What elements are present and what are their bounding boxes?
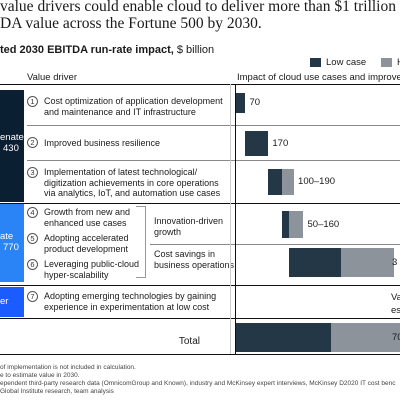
subgroup-cost-line-1: Cost savings in	[154, 249, 216, 259]
subgroup-innovation: Innovation-driven growth	[154, 216, 223, 237]
driver-1-text: Cost optimization of application develop…	[44, 96, 223, 117]
group-rule	[0, 318, 400, 319]
subtitle-bold: ted 2030 EBITDA run-rate impact,	[0, 44, 174, 56]
block-innovate-line-1: ate	[0, 231, 14, 242]
driver-5-number: 5	[27, 233, 38, 244]
bar-low-2	[245, 131, 269, 156]
column-header-driver: Value driver	[27, 72, 77, 83]
chart-title: value drivers could enable cloud to deli…	[0, 0, 400, 32]
footnote-4: Global Institute research, team analysis	[0, 388, 114, 395]
driver-5-line-2: product development	[44, 243, 129, 254]
driver-3-line-2: digitization achievements in core operat…	[44, 177, 219, 188]
bar-high-6	[341, 248, 394, 277]
legend-low-label: Low case	[326, 56, 367, 68]
block-rejuvenate: enate 430	[0, 90, 24, 202]
driver-3-line-3: via analytics, IoT, and automation use c…	[44, 188, 221, 198]
driver-3-number: 3	[27, 167, 38, 178]
value-label-6: 3	[392, 256, 398, 268]
driver-7-line-2: experience in experimentation at low cos…	[44, 301, 210, 312]
block-pioneer-line-1: er	[0, 296, 9, 307]
row-7-side-line-2: es	[391, 305, 400, 316]
bar-high-3	[281, 169, 295, 195]
group-rule	[0, 285, 400, 286]
block-innovate: ate 770	[0, 204, 24, 282]
column-header-impact: Impact of cloud use cases and improveme	[237, 72, 400, 83]
row-7-side-text: Va es	[391, 292, 400, 316]
driver-1-line-2: and maintenance and IT infrastructure	[44, 106, 196, 117]
driver-5-line-1: Adopting accelerated	[44, 233, 129, 243]
block-innovate-line-2: 770	[3, 242, 19, 253]
chart-axis	[235, 84, 236, 354]
subgroup-cost-savings: Cost savings in business operations	[154, 249, 234, 270]
driver-3-text: Implementation of latest technological/ …	[44, 167, 220, 199]
driver-6-text: Leveraging public-cloud hyper-scalabilit…	[44, 259, 139, 280]
subtitle-unit: $ billion	[173, 44, 215, 56]
driver-5-text: Adopting accelerated product development	[44, 233, 129, 254]
value-label-Total: 70	[392, 331, 400, 343]
bar-high-Total	[330, 323, 400, 352]
value-label-3: 100–190	[298, 176, 336, 187]
driver-2-number: 2	[27, 137, 38, 148]
bar-high-4-5	[288, 211, 304, 238]
footnote-2: e to estimate value in 2030.	[0, 372, 80, 379]
driver-6-line-2: hyper-scalability	[44, 269, 109, 280]
column-separator	[230, 84, 231, 354]
value-label-1: 70	[249, 97, 261, 108]
bottom-rule	[0, 354, 400, 355]
driver-7-number: 7	[27, 291, 38, 302]
driver-2-line-1: Improved business resilience	[44, 138, 161, 148]
bar-low-Total	[236, 323, 331, 352]
header-rule	[0, 84, 400, 85]
driver-2-text: Improved business resilience	[44, 138, 160, 149]
subgroup-bracket	[136, 206, 146, 278]
footnote-1: of implementation is not included in cal…	[0, 364, 136, 371]
block-rejuvenate-line-1: enate	[0, 132, 24, 143]
driver-7-line-1: Adopting emerging technologies by gainin…	[44, 291, 217, 301]
driver-4-number: 4	[27, 207, 38, 218]
bar-low-4-5	[281, 211, 289, 238]
chart-subtitle: ted 2030 EBITDA run-rate impact, $ billi…	[0, 44, 214, 56]
footnote-3: ependent third-party research data (Omni…	[0, 380, 396, 387]
driver-1-number: 1	[27, 96, 38, 107]
driver-6-number: 6	[27, 259, 38, 270]
total-label: Total	[178, 336, 200, 347]
value-label-4-5: 50–160	[307, 218, 340, 230]
subgroup-cost-line-2: business operations	[154, 259, 235, 270]
driver-6-line-1: Leveraging public-cloud	[44, 259, 140, 269]
block-rejuvenate-line-2: 430	[3, 143, 19, 154]
subgroup-innovation-line-2: growth	[154, 226, 182, 237]
legend-high-swatch	[381, 57, 392, 67]
chart-title-line-1: value drivers could enable cloud to deli…	[0, 0, 400, 15]
row-7-side-line-1: Va	[391, 292, 400, 303]
row-rule	[27, 125, 400, 126]
row-rule	[27, 160, 400, 161]
group-rule	[0, 203, 400, 204]
bar-low-1	[236, 93, 246, 113]
legend-high-label: H	[397, 57, 400, 68]
bar-low-3	[268, 169, 282, 195]
block-pioneer: er	[0, 287, 24, 317]
bar-low-6	[288, 248, 342, 277]
value-label-2: 170	[272, 137, 289, 149]
driver-3-line-1: Implementation of latest technological/	[44, 167, 198, 177]
driver-7-text: Adopting emerging technologies by gainin…	[44, 291, 216, 312]
legend-high: H	[381, 56, 400, 68]
row-rule	[150, 244, 400, 245]
legend-low: Low case	[310, 56, 366, 68]
driver-4-text: Growth from new and enhanced use cases	[44, 207, 130, 228]
chart-title-line-2: DA value across the Fortune 500 by 2030.	[0, 15, 262, 32]
driver-4-line-1: Growth from new and	[44, 207, 131, 217]
subgroup-innovation-line-1: Innovation-driven	[154, 216, 224, 226]
driver-1-line-1: Cost optimization of application develop…	[44, 96, 223, 106]
driver-4-line-2: enhanced use cases	[44, 217, 127, 228]
legend-low-swatch	[310, 57, 321, 67]
